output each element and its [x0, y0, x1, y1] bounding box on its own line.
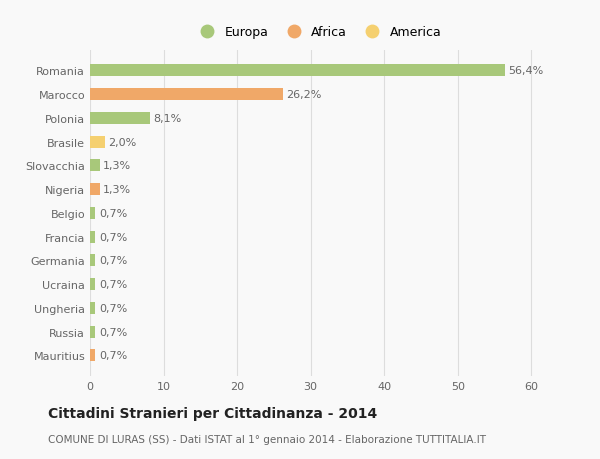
- Text: 0,7%: 0,7%: [99, 280, 127, 290]
- Text: 0,7%: 0,7%: [99, 232, 127, 242]
- Text: COMUNE DI LURAS (SS) - Dati ISTAT al 1° gennaio 2014 - Elaborazione TUTTITALIA.I: COMUNE DI LURAS (SS) - Dati ISTAT al 1° …: [48, 434, 486, 444]
- Bar: [90, 136, 105, 148]
- Bar: [90, 231, 95, 243]
- Bar: [90, 113, 149, 124]
- Bar: [90, 326, 95, 338]
- Bar: [90, 160, 100, 172]
- Text: 2,0%: 2,0%: [109, 137, 137, 147]
- Text: 0,7%: 0,7%: [99, 208, 127, 218]
- Text: 0,7%: 0,7%: [99, 327, 127, 337]
- Text: 0,7%: 0,7%: [99, 351, 127, 361]
- Text: 0,7%: 0,7%: [99, 256, 127, 266]
- Bar: [90, 184, 100, 196]
- Bar: [90, 279, 95, 291]
- Bar: [90, 89, 283, 101]
- Text: 1,3%: 1,3%: [103, 161, 131, 171]
- Text: 26,2%: 26,2%: [286, 90, 322, 100]
- Text: 0,7%: 0,7%: [99, 303, 127, 313]
- Text: 1,3%: 1,3%: [103, 185, 131, 195]
- Bar: [90, 65, 505, 77]
- Text: Cittadini Stranieri per Cittadinanza - 2014: Cittadini Stranieri per Cittadinanza - 2…: [48, 406, 377, 420]
- Text: 8,1%: 8,1%: [153, 114, 182, 123]
- Bar: [90, 207, 95, 219]
- Bar: [90, 255, 95, 267]
- Text: 56,4%: 56,4%: [508, 66, 544, 76]
- Bar: [90, 302, 95, 314]
- Legend: Europa, Africa, America: Europa, Africa, America: [190, 21, 446, 44]
- Bar: [90, 350, 95, 362]
